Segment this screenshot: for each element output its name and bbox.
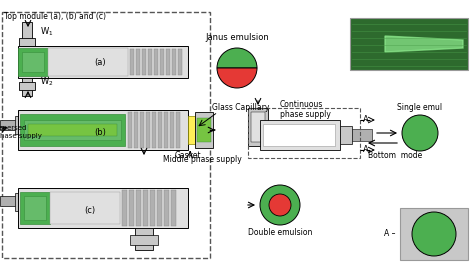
Wedge shape [217,48,257,68]
Bar [134,112,138,148]
Bar [15,193,23,211]
Bar [146,112,150,148]
Text: spersed: spersed [0,125,27,131]
Bar [251,112,265,142]
Bar [263,124,335,146]
Bar [188,116,195,144]
Bar [154,49,158,75]
Bar [18,46,188,78]
Text: Bottom  mode: Bottom mode [368,151,422,160]
Bar [129,190,134,226]
Circle shape [260,185,300,225]
Bar [15,116,23,134]
Bar [178,49,182,75]
Bar [400,208,468,260]
Bar [160,49,164,75]
Bar [148,49,152,75]
Bar [158,112,162,148]
Bar [28,124,117,136]
Bar [122,190,127,226]
Text: Gasket: Gasket [175,151,201,160]
Bar [136,49,140,75]
Bar [157,190,162,226]
Text: Middle phase supply: Middle phase supply [163,156,242,164]
Bar [135,228,153,250]
Bar [172,49,176,75]
Text: (c): (c) [84,206,96,214]
Bar [350,18,468,70]
Bar [164,190,169,226]
Wedge shape [217,68,257,88]
Circle shape [402,115,438,151]
Bar [20,114,125,146]
Bar [152,112,156,148]
Bar [19,82,35,90]
Text: (b): (b) [94,127,106,136]
Bar [150,190,155,226]
Text: Continuous
phase supply: Continuous phase supply [280,100,331,119]
Bar [176,112,180,148]
Bar [24,120,121,140]
Bar [0,196,18,206]
Bar [130,49,134,75]
Text: Janus emulsion: Janus emulsion [205,33,269,42]
Bar [22,78,32,96]
Bar [24,196,46,220]
Bar [22,22,32,40]
Bar [20,192,50,224]
Bar [142,49,146,75]
Text: Glass Capillary: Glass Capillary [212,102,269,111]
Text: A: A [363,146,369,155]
Bar [143,190,148,226]
Bar [0,120,18,130]
Text: W$_2$: W$_2$ [40,76,54,88]
Bar [18,48,48,76]
Bar [18,110,188,150]
Bar [171,190,176,226]
Bar [197,118,211,142]
Circle shape [412,212,456,256]
Text: Top module (a), (b) and (c): Top module (a), (b) and (c) [4,12,106,21]
Bar [195,112,213,148]
Bar [19,38,35,46]
Bar [50,192,120,224]
Text: Double emulsion: Double emulsion [248,228,312,237]
Bar [166,49,170,75]
Bar [130,235,158,245]
Polygon shape [385,36,463,52]
Bar [128,112,132,148]
Bar [22,52,44,72]
Bar [18,188,188,228]
Bar [48,48,128,76]
Bar [140,112,144,148]
Text: hase supply: hase supply [0,133,42,139]
Bar [170,112,174,148]
Text: (a): (a) [94,57,106,66]
Bar [248,108,268,146]
Bar [260,120,340,150]
Text: A –: A – [384,230,396,239]
Text: A: A [363,115,369,124]
Circle shape [269,194,291,216]
Bar [136,190,141,226]
Bar [352,129,372,141]
Text: Single emul: Single emul [397,103,443,112]
Text: W$_1$: W$_1$ [40,26,54,38]
Bar [164,112,168,148]
Bar [340,126,352,144]
